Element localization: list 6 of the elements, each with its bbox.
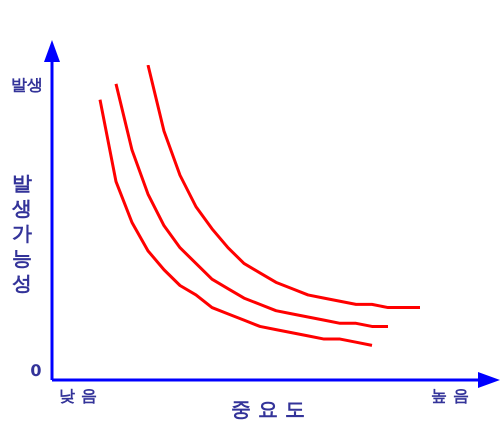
x-axis-title: 중 요 도: [231, 397, 305, 421]
text: 발생: [11, 75, 43, 94]
text: 낮 음: [59, 386, 97, 405]
text: 높 음: [431, 386, 469, 405]
y-axis-title: 발생가능성: [11, 171, 32, 295]
text: 0: [30, 361, 42, 380]
